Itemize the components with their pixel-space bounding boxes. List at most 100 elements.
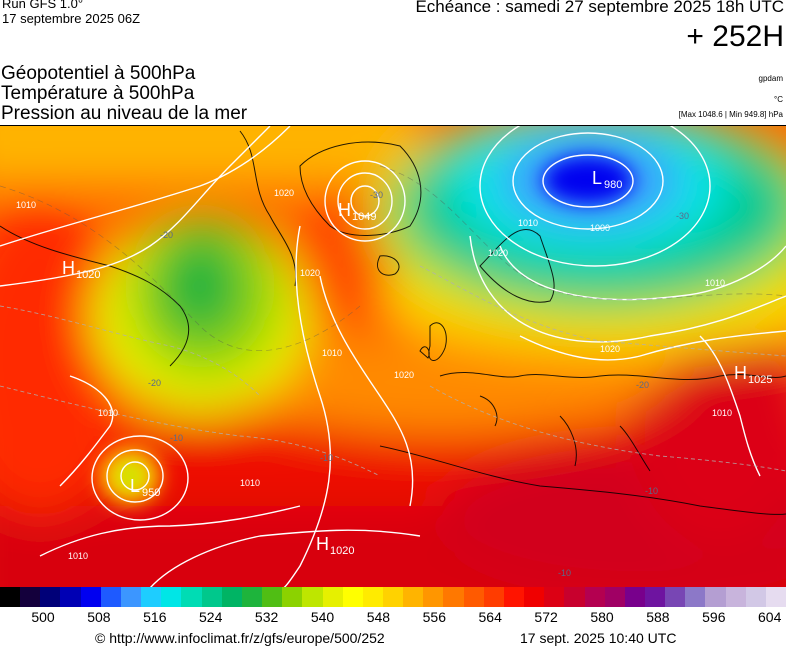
unit-geopotential: gpdam xyxy=(758,74,783,83)
svg-text:950: 950 xyxy=(142,487,160,499)
temperature-label: -20 xyxy=(160,230,173,240)
color-swatch xyxy=(584,587,605,607)
high-pressure-center: H 1049 xyxy=(338,200,376,223)
temperature-label: -20 xyxy=(148,378,161,388)
color-scale-label: 572 xyxy=(534,609,558,625)
high-pressure-center: H 1025 xyxy=(734,363,772,386)
isobar-label: 1010 xyxy=(240,478,260,488)
color-swatch xyxy=(423,587,444,607)
color-swatch xyxy=(221,587,242,607)
color-scale-bar xyxy=(0,587,786,607)
color-swatch xyxy=(282,587,303,607)
low-pressure-center: L 950 xyxy=(130,476,160,499)
isobar-label: 1020 xyxy=(274,188,294,198)
variable-geopotential: Géopotentiel à 500hPa xyxy=(1,63,196,84)
svg-text:1025: 1025 xyxy=(748,374,772,386)
color-swatch xyxy=(403,587,424,607)
temperature-label: -30 xyxy=(370,190,383,200)
color-swatch xyxy=(322,587,343,607)
isobar-label: 1010 xyxy=(16,200,36,210)
isobar-label: 1010 xyxy=(518,218,538,228)
color-swatch xyxy=(705,587,726,607)
temperature-label: -10 xyxy=(645,486,658,496)
svg-text:980: 980 xyxy=(604,179,622,191)
color-swatch xyxy=(685,587,706,607)
temperature-label: -20 xyxy=(636,380,649,390)
generation-date: 17 sept. 2025 10:40 UTC xyxy=(520,630,677,646)
color-swatch xyxy=(0,587,21,607)
unit-temperature: °C xyxy=(774,95,783,104)
svg-text:1049: 1049 xyxy=(352,211,376,223)
svg-text:H: H xyxy=(316,534,329,554)
color-swatch xyxy=(745,587,766,607)
svg-text:1020: 1020 xyxy=(76,269,100,281)
svg-text:H: H xyxy=(338,200,351,220)
color-scale-label: 532 xyxy=(254,609,279,625)
temperature-label: -10 xyxy=(320,453,333,463)
color-scale-label: 556 xyxy=(422,609,446,625)
isobar-label: 1010 xyxy=(712,408,732,418)
isobar-label: 1020 xyxy=(600,344,620,354)
temperature-label: -30 xyxy=(676,211,689,221)
variable-mslp: Pression au niveau de la mer xyxy=(1,103,248,124)
run-date: 17 septembre 2025 06Z xyxy=(2,11,141,26)
color-scale-labels: 500 508 516 524 532 540 548 556 564 572 580 588 596 6… xyxy=(0,609,786,625)
color-swatch xyxy=(443,587,464,607)
isobar-label: 1010 xyxy=(705,278,725,288)
color-swatch xyxy=(80,587,101,607)
variable-temperature: Température à 500hPa xyxy=(1,83,195,104)
color-scale-label: 588 xyxy=(646,609,670,625)
isobar-label: 1020 xyxy=(394,370,414,380)
weather-map: 1010 1020 1020 1010 1020 1010 1010 1000 … xyxy=(0,86,786,646)
svg-text:1020: 1020 xyxy=(330,545,354,557)
color-swatch xyxy=(241,587,263,607)
isobar-label: 1010 xyxy=(322,348,342,358)
color-scale-label: 500 xyxy=(31,609,55,625)
color-swatch xyxy=(604,587,625,607)
color-scale-label: 524 xyxy=(199,609,223,625)
color-swatch xyxy=(60,587,81,607)
run-title: Run GFS 1.0° xyxy=(2,0,84,11)
color-scale-label: 604 xyxy=(758,609,782,625)
color-swatch xyxy=(362,587,383,607)
color-swatch xyxy=(765,587,786,607)
forecast-lead-time: + 252H xyxy=(686,20,784,53)
color-swatch xyxy=(524,587,545,607)
svg-text:L: L xyxy=(592,168,602,188)
svg-text:H: H xyxy=(734,363,747,383)
color-scale-label: 516 xyxy=(143,609,167,625)
color-scale-label: 548 xyxy=(366,609,391,625)
color-scale-label: 564 xyxy=(478,609,502,625)
color-swatch xyxy=(181,587,202,607)
color-swatch xyxy=(624,587,645,607)
isobar-label: 1000 xyxy=(590,223,610,233)
copyright-url: © http://www.infoclimat.fr/z/gfs/europe/… xyxy=(95,630,385,646)
color-swatch xyxy=(20,587,41,607)
temperature-label: -10 xyxy=(170,433,183,443)
color-swatch xyxy=(503,587,525,607)
isobar-label: 1010 xyxy=(98,408,118,418)
color-swatch xyxy=(161,587,182,607)
color-swatch xyxy=(100,587,121,607)
isobar-label: 1020 xyxy=(300,268,320,278)
color-swatch xyxy=(141,587,162,607)
high-pressure-center: H 1020 xyxy=(316,534,354,557)
temperature-label: -10 xyxy=(558,568,571,578)
color-swatch xyxy=(302,587,323,607)
color-scale-label: 508 xyxy=(87,609,111,625)
color-swatch xyxy=(483,587,504,607)
svg-text:H: H xyxy=(62,258,75,278)
high-pressure-center: H 1020 xyxy=(62,258,100,281)
isobar-label: 1010 xyxy=(68,551,88,561)
forecast-valid-time: Echéance : samedi 27 septembre 2025 18h … xyxy=(415,0,784,16)
isobar-label: 1020 xyxy=(488,248,508,258)
color-scale-label: 540 xyxy=(310,609,335,625)
color-swatch xyxy=(201,587,222,607)
color-swatch xyxy=(645,587,666,607)
color-swatch xyxy=(120,587,142,607)
pressure-max-min: [Max 1048.6 | Min 949.8] hPa xyxy=(678,110,783,119)
color-swatch xyxy=(382,587,404,607)
color-swatch xyxy=(40,587,61,607)
color-swatch xyxy=(463,587,484,607)
color-swatch xyxy=(262,587,283,607)
